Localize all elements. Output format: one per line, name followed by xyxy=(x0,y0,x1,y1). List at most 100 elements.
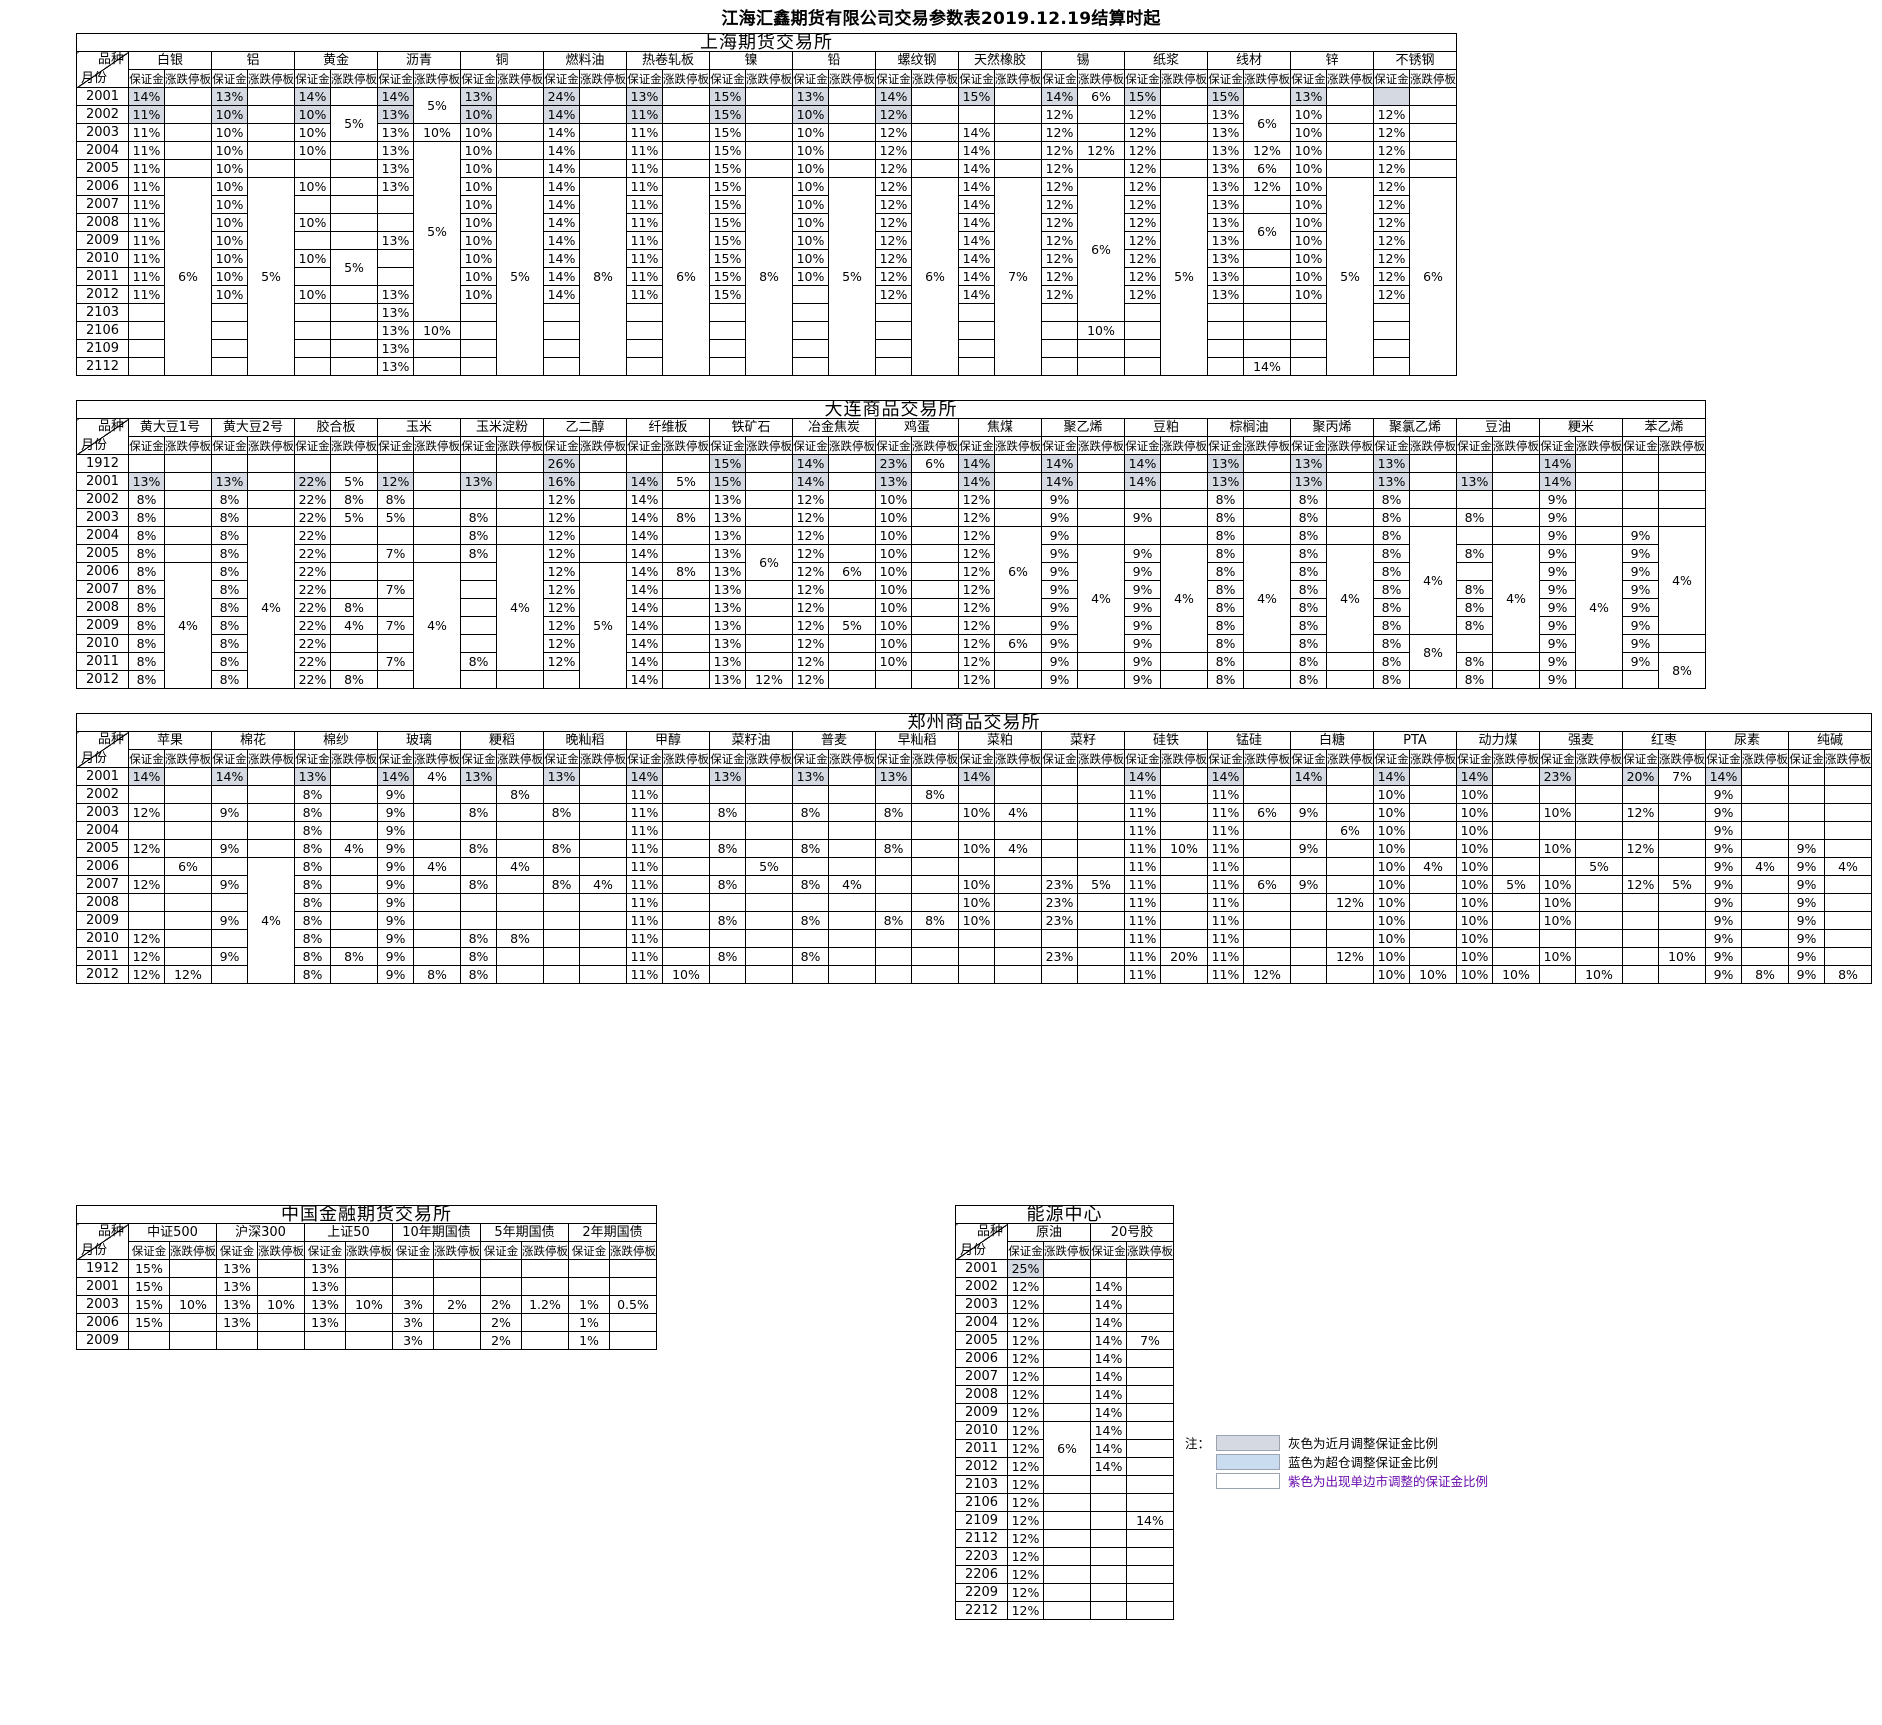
margin-subheader: 保证金 xyxy=(392,1241,434,1260)
table-row: 2010 8% 8% 22% 12% 14% 13% 12% 10% 12% 6% 9% 9% 8% 8% 8… xyxy=(76,634,1706,671)
limit-cell: 12% xyxy=(1077,141,1125,160)
margin-subheader: 保证金 xyxy=(1705,749,1742,768)
margin-cell: 9% xyxy=(1124,544,1161,563)
limit-cell xyxy=(1126,1439,1174,1458)
limit-cell xyxy=(828,767,876,786)
margin-subheader: 保证金 xyxy=(216,1241,258,1260)
limit-cell: 5% xyxy=(413,87,461,124)
limit-cell xyxy=(745,821,793,840)
margin-cell: 8% xyxy=(709,875,746,894)
margin-cell: 11% xyxy=(1207,821,1244,840)
limit-cell xyxy=(828,472,876,491)
limit-subheader: 涨跌停板 xyxy=(330,436,378,455)
margin-cell: 22% xyxy=(294,544,331,563)
margin-cell: 12% xyxy=(543,634,580,653)
table-row: 2011 8% 8% 22% 7% 8% 12% 14% 13% 12% 10% 12% 9% 9% 8% 8… xyxy=(76,652,1706,689)
margin-cell: 12% xyxy=(1373,105,1410,124)
limit-cell xyxy=(1160,893,1208,912)
margin-cell: 7% xyxy=(377,652,414,671)
margin-cell: 9% xyxy=(1622,544,1659,563)
margin-cell: 10% xyxy=(1456,947,1493,966)
margin-cell: 13% xyxy=(1456,472,1493,491)
margin-cell: 8% xyxy=(1207,490,1244,509)
limit-subheader: 涨跌停板 xyxy=(911,436,959,455)
limit-cell xyxy=(1077,670,1125,689)
limit-cell xyxy=(994,670,1042,689)
product-header: 棕榈油 xyxy=(1207,418,1291,437)
legend-item: 灰色为近月调整保证金比例 xyxy=(1216,1433,1488,1452)
limit-cell xyxy=(1492,508,1540,527)
margin-cell: 8% xyxy=(792,911,829,930)
limit-cell xyxy=(1326,526,1374,545)
margin-cell: 11% xyxy=(128,141,165,160)
limit-cell xyxy=(1492,652,1540,671)
margin-cell: 14% xyxy=(1090,1331,1127,1350)
margin-cell: 8% xyxy=(1373,490,1410,509)
limit-cell xyxy=(745,87,793,106)
axis-corner: 品种 月份 xyxy=(76,1223,129,1260)
limit-cell xyxy=(330,526,378,545)
margin-cell: 22% xyxy=(294,562,331,581)
limit-cell xyxy=(1326,670,1374,689)
limit-cell: 10% xyxy=(1409,965,1457,984)
margin-cell xyxy=(958,947,995,966)
margin-cell: 10% xyxy=(1290,123,1327,142)
margin-cell: 8% xyxy=(792,839,829,858)
month-cell: 2004 xyxy=(76,526,129,545)
margin-cell: 10% xyxy=(1290,177,1327,196)
limit-cell xyxy=(247,821,295,840)
margin-cell: 8% xyxy=(1373,562,1410,581)
margin-cell xyxy=(460,598,497,617)
margin-cell xyxy=(1207,303,1244,322)
margin-cell: 13% xyxy=(377,339,414,358)
margin-cell: 10% xyxy=(792,105,829,124)
margin-cell xyxy=(294,357,331,376)
limit-cell: 8% xyxy=(911,785,959,804)
limit-cell xyxy=(662,490,710,509)
margin-cell: 10% xyxy=(958,875,995,894)
limit-cell xyxy=(579,803,627,822)
limit-cell xyxy=(745,634,793,653)
margin-cell: 8% xyxy=(294,875,331,894)
margin-cell xyxy=(543,911,580,930)
limit-cell xyxy=(413,929,461,948)
limit-cell: 6% xyxy=(1077,87,1125,106)
limit-subheader: 涨跌停板 xyxy=(1243,436,1291,455)
margin-cell xyxy=(211,821,248,840)
margin-cell: 11% xyxy=(1124,911,1161,930)
margin-cell: 11% xyxy=(626,267,663,286)
margin-cell: 10% xyxy=(460,105,497,124)
limit-cell xyxy=(994,821,1042,840)
limit-cell xyxy=(496,839,544,858)
limit-cell xyxy=(1243,508,1291,527)
limit-cell xyxy=(345,1313,393,1332)
limit-cell xyxy=(828,490,876,509)
limit-cell xyxy=(1409,839,1457,858)
product-header: 10年期国债 xyxy=(392,1223,481,1242)
margin-cell: 10% xyxy=(1373,875,1410,894)
margin-cell: 12% xyxy=(792,598,829,617)
margin-cell: 12% xyxy=(1124,213,1161,232)
product-header: 铜 xyxy=(460,51,544,70)
limit-cell xyxy=(994,911,1042,930)
limit-cell xyxy=(413,947,461,966)
product-header: 锌 xyxy=(1290,51,1374,70)
table-row: 2109 12% 14% xyxy=(955,1511,1174,1530)
table-row: 2008 8% 8% 22% 8% 12% 14% 13% 12% 10% 12% 9% 9% 8% 8% 8… xyxy=(76,598,1706,617)
limit-cell xyxy=(1658,965,1706,984)
limit-cell xyxy=(994,141,1042,160)
margin-cell: 8% xyxy=(1373,670,1410,689)
limit-cell xyxy=(164,785,212,804)
limit-cell xyxy=(1575,767,1623,786)
margin-cell xyxy=(709,893,746,912)
limit-cell xyxy=(1658,803,1706,822)
limit-cell xyxy=(413,839,461,858)
margin-cell: 10% xyxy=(294,249,331,268)
limit-cell xyxy=(1160,875,1208,894)
margin-cell: 15% xyxy=(709,141,746,160)
margin-cell: 8% xyxy=(128,652,165,671)
margin-cell xyxy=(460,857,497,876)
margin-cell: 12% xyxy=(875,267,912,286)
limit-cell xyxy=(1243,929,1291,948)
margin-cell: 13% xyxy=(1207,123,1244,142)
